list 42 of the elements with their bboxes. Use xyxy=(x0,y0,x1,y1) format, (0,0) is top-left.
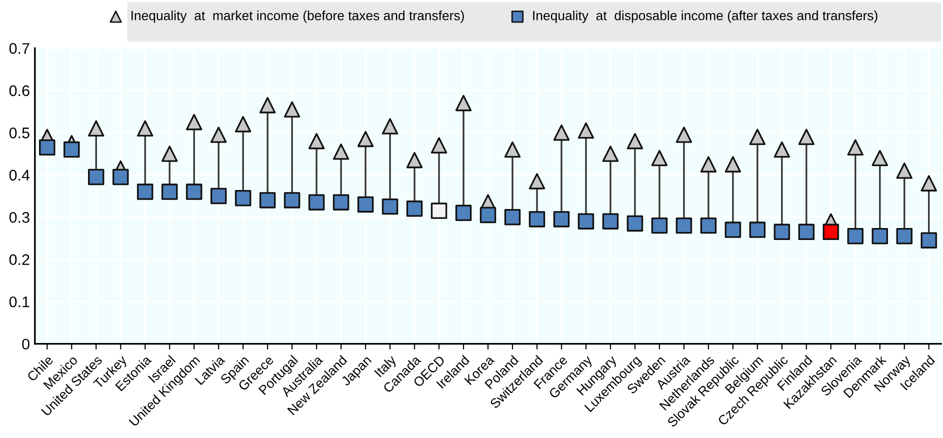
point xyxy=(234,116,252,132)
point xyxy=(455,94,472,112)
point xyxy=(528,173,546,190)
point xyxy=(382,118,398,134)
point xyxy=(308,132,325,150)
point xyxy=(504,141,521,158)
point xyxy=(847,139,864,156)
y-tick-label: 0.3 xyxy=(9,212,30,223)
point xyxy=(774,141,790,158)
point xyxy=(357,130,374,148)
point xyxy=(578,122,594,139)
y-tick-label: 0.5 xyxy=(9,128,30,138)
point xyxy=(88,120,104,137)
legend-label: Inequality at market income (before taxes and transfers) xyxy=(132,10,464,23)
point xyxy=(749,128,766,145)
point xyxy=(186,114,202,130)
y-tick-label: 0.7 xyxy=(9,43,30,54)
legend-label: Inequality at disposable income (after taxes and transfers) xyxy=(533,10,878,23)
point xyxy=(872,150,888,166)
point xyxy=(332,144,350,160)
point xyxy=(430,137,448,154)
point xyxy=(651,150,668,166)
point xyxy=(896,162,912,179)
point xyxy=(724,156,742,172)
point xyxy=(626,132,644,150)
point xyxy=(553,124,570,141)
y-tick-label: 0 xyxy=(22,338,30,350)
point xyxy=(406,152,423,168)
point xyxy=(700,156,717,172)
point xyxy=(210,126,227,143)
point xyxy=(161,146,178,162)
point xyxy=(602,146,619,162)
point xyxy=(136,120,154,137)
y-tick-label: 0.6 xyxy=(9,85,30,96)
point xyxy=(920,175,937,192)
y-tick-label: 0.4 xyxy=(9,170,30,181)
point xyxy=(284,101,300,118)
y-tick-label: 0.2 xyxy=(9,254,30,266)
y-tick-label: 0.1 xyxy=(9,296,30,308)
point xyxy=(798,128,815,145)
point xyxy=(259,97,276,114)
point xyxy=(676,126,692,143)
